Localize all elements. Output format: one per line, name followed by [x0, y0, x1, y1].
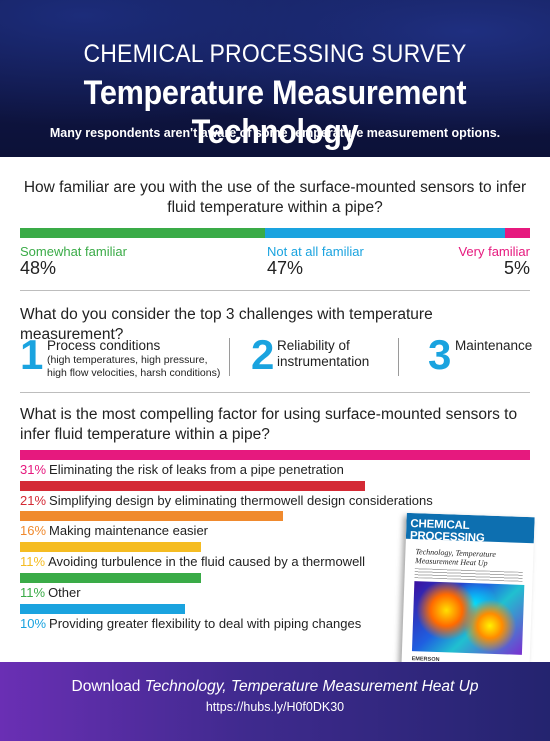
factors-question: What is the most compelling factor for u… [20, 406, 518, 443]
factor-bar [20, 511, 283, 521]
download-text[interactable]: Download Technology, Temperature Measure… [0, 678, 550, 696]
download-prefix: Download [71, 678, 145, 695]
factor-row: 21% Simplifying design by eliminating the… [20, 493, 433, 508]
factor-label: Simplifying design by eliminating thermo… [49, 493, 433, 508]
factor-label: Other [48, 585, 81, 600]
familiarity-segment-very [505, 228, 530, 238]
thermal-image [411, 581, 525, 655]
challenge-number-3: 3 [428, 331, 452, 378]
factor-row: 10% Providing greater flexibility to deal… [20, 616, 361, 631]
factor-bar [20, 450, 530, 460]
factor-label: Avoiding turbulence in the fluid caused … [48, 554, 366, 569]
section-divider [20, 290, 530, 291]
factor-label: Providing greater flexibility to deal wi… [49, 616, 362, 631]
challenge-number-2: 2 [251, 331, 275, 378]
familiarity-segment-somewhat [20, 228, 265, 238]
familiarity-label-somewhat: Somewhat familiar [20, 244, 127, 259]
header-subtitle: Many respondents aren't aware of some te… [49, 126, 501, 140]
report-cover-image[interactable]: CHEMICAL PROCESSING Technology, Temperat… [401, 512, 535, 675]
challenge-separator [229, 338, 230, 376]
familiarity-label-very: Very familiar [458, 244, 530, 259]
factor-percent: 11% [20, 585, 46, 600]
cover-title: Technology, Temperature Measurement Heat… [414, 547, 496, 568]
challenge-title-1: Process conditions [47, 338, 161, 353]
factor-bar [20, 542, 201, 552]
factor-bar [20, 604, 185, 614]
challenge-detail-1: (high temperatures, high pressure, high … [47, 354, 221, 379]
factor-bar [20, 573, 201, 583]
familiarity-label-not-at-all: Not at all familiar [267, 244, 364, 259]
factor-label: Eliminating the risk of leaks from a pip… [49, 462, 344, 477]
familiarity-segment-not-at-all [265, 228, 505, 238]
cover-masthead-band: CHEMICAL PROCESSING [405, 512, 535, 545]
factor-row: 11% Avoiding turbulence in the fluid caus… [20, 554, 365, 569]
familiarity-value-not-at-all: 47% [267, 258, 304, 278]
header-banner [0, 0, 550, 157]
factor-percent: 10% [20, 616, 47, 631]
familiarity-value-very: 5% [503, 258, 530, 278]
factor-bar [20, 481, 365, 491]
page-title: Temperature Measurement Technology [83, 74, 467, 151]
cover-masthead: CHEMICAL PROCESSING [409, 517, 485, 545]
factor-percent: 21% [20, 493, 47, 508]
factor-percent: 31% [20, 462, 47, 477]
footer-banner [0, 662, 550, 741]
familiarity-value-somewhat: 48% [20, 258, 57, 278]
download-link[interactable]: https://hubs.ly/H0f0DK30 [205, 700, 345, 714]
challenge-title-3: Maintenance [455, 338, 533, 353]
cover-body-text-lines [414, 568, 523, 582]
factor-row: 11% Other [20, 585, 81, 600]
factor-row: 16% Making maintenance easier [20, 523, 208, 538]
familiarity-question: How familiar are you with the use of the… [23, 179, 527, 216]
challenge-title-2: Reliability of instrumentation [277, 338, 370, 369]
survey-supertitle: CHEMICAL PROCESSING SURVEY [83, 40, 467, 68]
section-divider [20, 392, 530, 393]
factor-label: Making maintenance easier [49, 523, 209, 538]
download-title[interactable]: Technology, Temperature Measurement Heat… [144, 678, 479, 695]
factor-percent: 16% [20, 523, 47, 538]
challenge-separator [398, 338, 399, 376]
factor-percent: 11% [20, 554, 46, 569]
challenges-question: What do you consider the top 3 challenge… [20, 306, 433, 343]
challenge-number-1: 1 [20, 331, 44, 378]
factor-row: 31% Eliminating the risk of leaks from a … [20, 462, 344, 477]
